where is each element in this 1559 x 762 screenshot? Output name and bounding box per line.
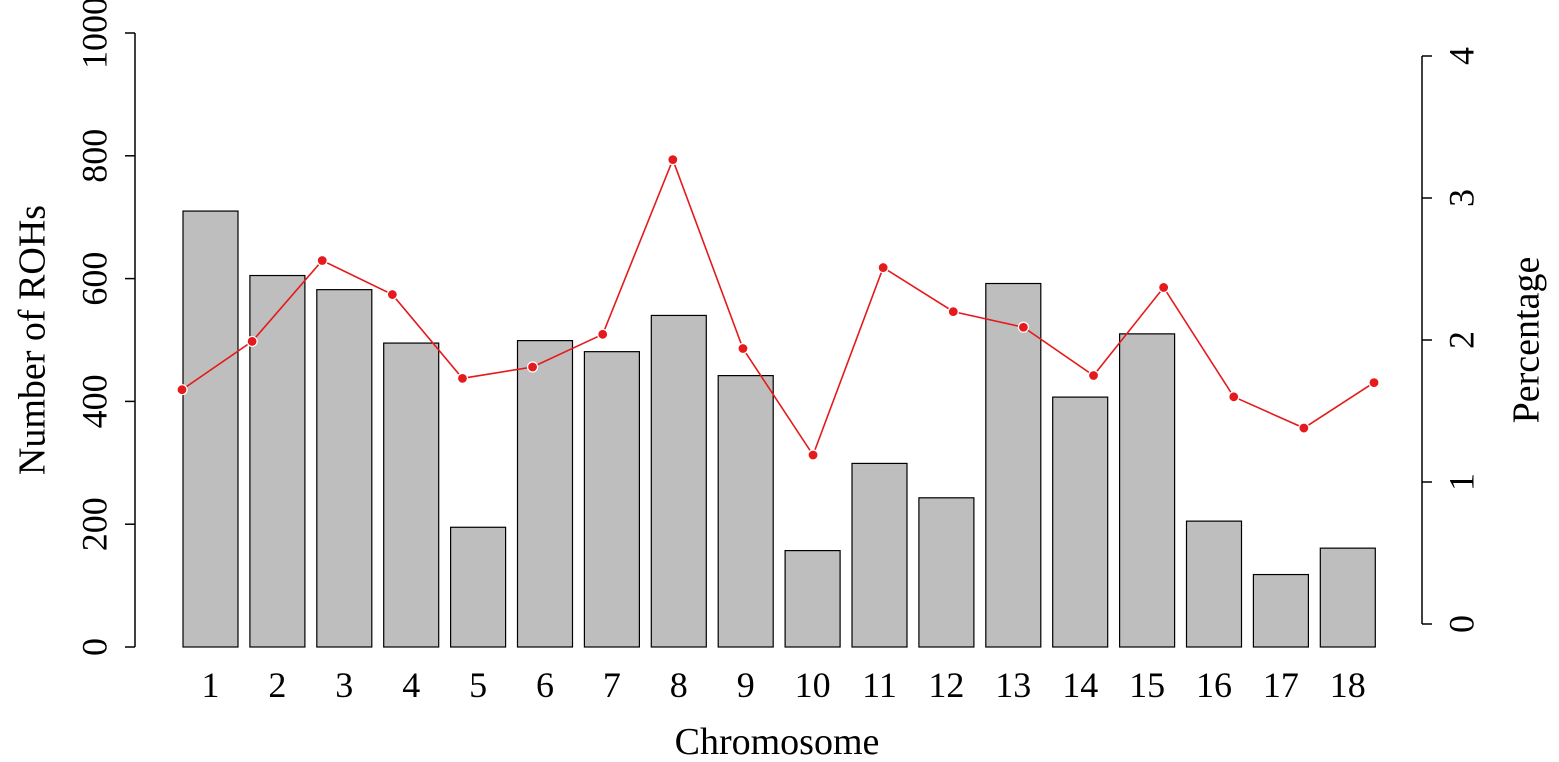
x-axis-tick-label: 9: [737, 665, 755, 705]
bar-series: [182, 210, 1376, 648]
bar: [1118, 333, 1176, 648]
right-axis-tick-label: 4: [1441, 47, 1481, 65]
bar: [918, 497, 975, 648]
left-axis-tick-label: 600: [74, 252, 114, 306]
bar: [851, 462, 908, 648]
x-axis-tick-label: 2: [268, 665, 286, 705]
right-axis-tick-label: 1: [1441, 473, 1481, 491]
bar: [985, 282, 1042, 648]
percentage-point: [1158, 281, 1170, 294]
percentage-point: [1228, 391, 1240, 403]
bar: [1252, 573, 1310, 648]
x-axis-tick-label: 14: [1062, 665, 1098, 705]
right-axis-tick-label: 3: [1441, 189, 1481, 207]
x-axis-tick-label: 11: [862, 665, 897, 705]
x-axis-tick-label: 4: [402, 665, 420, 705]
percentage-line: [181, 157, 1375, 457]
bar: [249, 274, 306, 648]
percentage-point: [1368, 377, 1380, 389]
bar: [516, 340, 574, 648]
right-axis-tick-label: 2: [1441, 331, 1481, 349]
x-axis-tick-label: 1: [202, 665, 220, 705]
percentage-point: [456, 372, 469, 384]
left-axis-tick-label: 800: [74, 129, 114, 183]
percentage-point: [667, 154, 679, 166]
x-axis-tick-label: 13: [995, 665, 1031, 705]
x-axis-title: Chromosome: [675, 721, 880, 762]
percentage-series: [176, 154, 1380, 461]
bar: [316, 289, 373, 648]
percentage-point: [246, 335, 258, 348]
bar: [784, 550, 841, 648]
x-axis-tick-label: 16: [1196, 665, 1232, 705]
left-axis-tick-label: 0: [74, 638, 114, 656]
percentage-point: [1017, 321, 1030, 333]
x-axis-tick-label: 18: [1330, 665, 1366, 705]
percentage-point: [807, 449, 819, 461]
percentage-point: [386, 288, 398, 301]
left-axis-tick-label: 200: [74, 497, 114, 551]
left-axis-tick-label: 400: [74, 374, 114, 428]
x-axis-tick-label: 8: [670, 665, 688, 705]
bar: [1319, 547, 1376, 648]
x-axis-tick-label: 5: [469, 665, 487, 705]
right-axis-tick-label: 0: [1441, 615, 1481, 633]
bar: [583, 351, 641, 648]
percentage-point: [947, 306, 959, 318]
x-axis-tick-labels: 1 2 3 4 5 6 7 8 9 10 11 12 13 14 15 16 17 18: [202, 665, 1366, 705]
x-axis-tick-label: 15: [1129, 665, 1165, 705]
x-axis-tick-label: 10: [795, 665, 831, 705]
bar: [383, 342, 440, 648]
bar: [182, 210, 239, 648]
left-y-axis: 0 200 400 600 800 1000: [74, 0, 136, 656]
x-axis-tick-label: 3: [335, 665, 353, 705]
percentage-point: [737, 342, 749, 355]
bar: [717, 375, 774, 648]
x-axis-tick-label: 6: [536, 665, 554, 705]
bar: [450, 526, 507, 648]
right-y-axis-title: Percentage: [1506, 257, 1548, 424]
x-axis-tick-label: 12: [928, 665, 964, 705]
percentage-point: [597, 328, 609, 340]
bar: [1185, 520, 1243, 648]
percentage-point: [176, 384, 188, 396]
right-y-axis: 0 1 2 3 4: [1421, 47, 1481, 633]
x-axis-tick-label: 17: [1263, 665, 1299, 705]
left-y-axis-title: Number of ROHs: [12, 205, 54, 475]
percentage-point: [526, 361, 539, 373]
percentage-point: [877, 261, 889, 274]
x-axis-tick-label: 7: [603, 665, 621, 705]
percentage-point: [1298, 422, 1310, 434]
bar: [1052, 396, 1109, 648]
bar: [650, 314, 707, 648]
percentage-point: [316, 254, 328, 267]
left-axis-tick-label: 1000: [74, 0, 114, 69]
percentage-point: [1087, 369, 1100, 382]
